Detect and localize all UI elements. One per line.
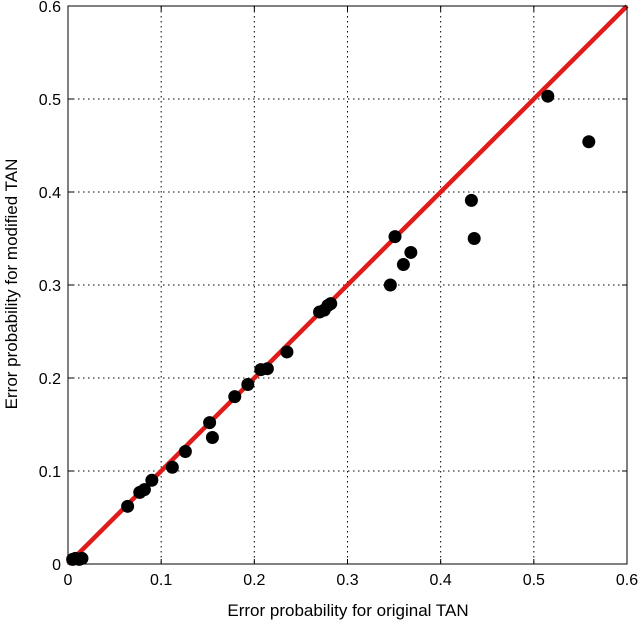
y-tick-label: 0.1 [39, 464, 61, 481]
x-axis-label: Error probability for original TAN [227, 601, 468, 620]
data-point [241, 378, 255, 392]
x-tick-label: 0.4 [430, 572, 452, 589]
x-tick-label: 0.2 [243, 572, 265, 589]
data-point [121, 499, 135, 513]
data-point [383, 278, 397, 292]
data-point [388, 230, 402, 244]
data-point [228, 390, 242, 404]
data-point [324, 297, 338, 311]
y-tick-label: 0.5 [39, 92, 61, 109]
x-tick-label: 0.3 [336, 572, 358, 589]
data-point [467, 232, 481, 245]
data-point [582, 135, 596, 149]
x-tick-label: 0 [64, 572, 73, 589]
y-tick-label: 0.2 [39, 371, 61, 388]
data-point [404, 245, 418, 259]
data-point [145, 473, 159, 487]
data-point [205, 431, 219, 445]
data-point [396, 258, 410, 272]
data-point [464, 193, 478, 207]
y-tick-label: 0.4 [39, 185, 61, 202]
data-point [75, 551, 89, 565]
data-point [137, 483, 151, 497]
data-point [178, 444, 192, 458]
y-axis-label: Error probability for modified TAN [2, 159, 21, 410]
x-tick-label: 0.5 [523, 572, 545, 589]
data-point [280, 345, 294, 359]
y-tick-label: 0.3 [39, 278, 61, 295]
data-point [203, 416, 217, 430]
tick-labels-layer: 0 0.1 0.2 0.3 0.4 0.5 0.6 0 0.1 0.2 0.3 0.4 0.5 0.6 [39, 0, 638, 589]
axes-layer [67, 5, 628, 565]
data-point [541, 89, 555, 103]
data-point [165, 460, 179, 474]
reference-line-layer [66, 4, 629, 566]
y-tick-label: 0.6 [39, 0, 61, 16]
reference-diagonal-line [66, 4, 629, 566]
data-points-layer [66, 89, 596, 566]
data-point [260, 362, 274, 376]
x-tick-label: 0.6 [616, 572, 638, 589]
y-tick-label: 0 [52, 557, 61, 574]
x-tick-label: 0.1 [150, 572, 172, 589]
